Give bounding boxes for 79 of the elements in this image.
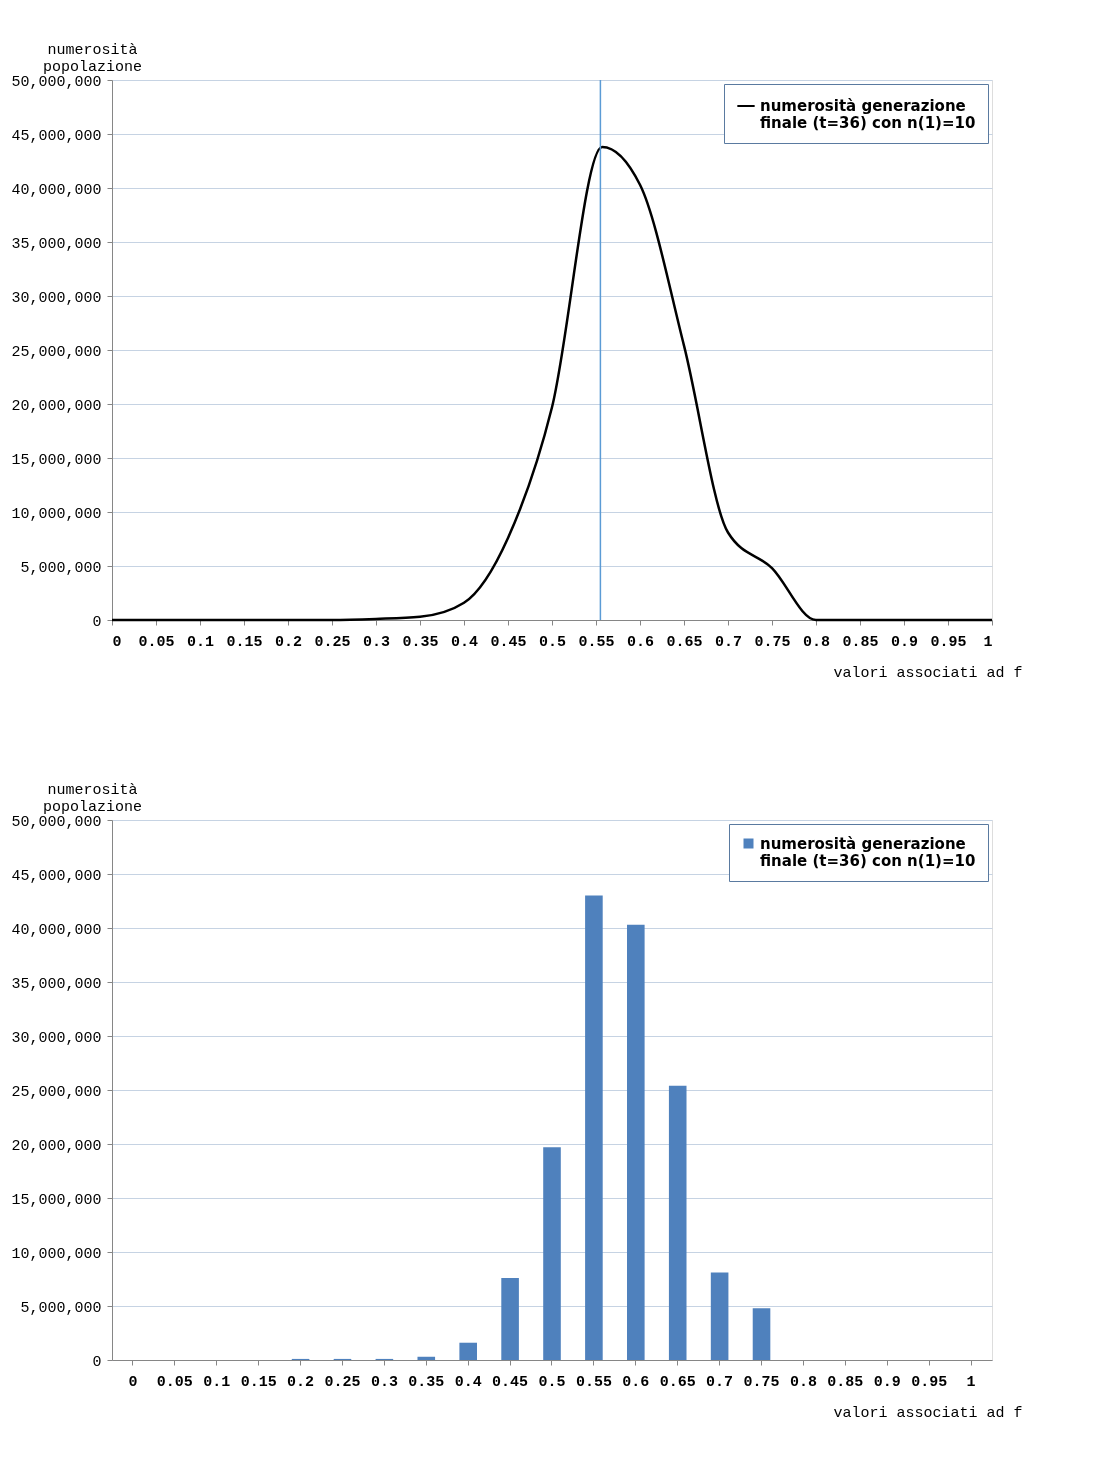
y-tick-label: 15,000,000 [11,1191,102,1209]
x-tick-label: 0.2 [274,633,303,651]
x-tick-label: 0.5 [538,633,567,651]
x-tick-label: 0.95 [930,633,967,651]
x-tick-label: 0.75 [754,633,791,651]
x-tick-label: 0.85 [827,1373,864,1391]
y-tick-label: 25,000,000 [11,343,102,361]
x-tick-label: 0.15 [240,1373,277,1391]
x-tick-label: 0.25 [314,633,351,651]
y-tick-label: 50,000,000 [11,813,102,831]
y-tick-label: 50,000,000 [11,73,102,91]
x-tick-label: 0.1 [203,1373,231,1391]
x-tick-label: 0.75 [743,1373,780,1391]
y-tick-label: 45,000,000 [11,127,102,145]
bar [585,895,603,1360]
x-tick-label: 0.5 [538,1373,566,1391]
y-tick-label: 20,000,000 [11,1137,102,1155]
y-tick-label: 15,000,000 [11,451,102,469]
y-tick-label: 30,000,000 [11,289,102,307]
x-tick-label: 0.25 [324,1373,361,1391]
x-tick-label: 0.8 [802,633,831,651]
bar [417,1356,436,1360]
x-tick-label: 0.85 [842,633,879,651]
x-tick-label: 0.9 [890,633,919,651]
x-tick-label: 0.95 [911,1373,948,1391]
x-tick-label: 0.7 [706,1373,734,1391]
y-tick-label: 45,000,000 [11,867,102,885]
x-tick-label: 0 [128,1373,138,1391]
y-tick-label: 5,000,000 [20,1299,102,1317]
x-tick-label: 0.6 [626,633,655,651]
y-tick-label: 25,000,000 [11,1083,102,1101]
bar [501,1277,519,1360]
y-tick-label: 30,000,000 [11,1029,102,1047]
legend-label: numerosità generazione finale (t=36) con n(1)=10 [760,97,976,132]
x-tick-label: 0.35 [408,1373,445,1391]
x-tick-label: 0.1 [186,633,215,651]
bar [459,1342,477,1360]
x-tick-label: 1 [983,633,993,651]
y-tick-label: 10,000,000 [11,1245,102,1263]
x-tick-label: 0.05 [156,1373,193,1391]
x-tick-label: 0.4 [450,633,479,651]
x-tick-label: 0.6 [622,1373,650,1391]
x-tick-label: 0.45 [490,633,527,651]
bar [627,924,645,1360]
y-tick-label: 5,000,000 [20,559,102,577]
bar [710,1272,729,1360]
legend-label: numerosità generazione finale (t=36) con n(1)=10 [760,834,976,870]
x-tick-label: 0.7 [714,633,743,651]
x-axis-title: valori associati ad f [833,664,1023,682]
x-tick-label: 0.15 [226,633,263,651]
x-tick-label: 0.55 [578,633,615,651]
y-tick-label: 0 [92,1353,102,1371]
x-tick-label: 0.8 [789,1373,817,1391]
x-tick-label: 0.45 [492,1373,529,1391]
x-tick-label: 0.3 [362,633,391,651]
x-tick-label: 0.4 [454,1373,482,1391]
y-tick-label: 20,000,000 [11,397,102,415]
x-tick-label: 0.9 [873,1373,901,1391]
x-tick-label: 0.65 [666,633,703,651]
y-tick-label: 10,000,000 [11,505,102,523]
x-tick-label: 0.65 [659,1373,696,1391]
bar [752,1308,771,1360]
x-tick-label: 0.05 [138,633,175,651]
x-tick-label: 0.55 [575,1373,612,1391]
bar [543,1147,561,1360]
x-tick-label: 1 [966,1373,976,1391]
y-tick-label: 35,000,000 [11,235,102,253]
x-axis-title: valori associati ad f [833,1404,1023,1422]
x-tick-label: 0.3 [370,1373,398,1391]
y-axis-title: numerosità popolazione [42,41,143,76]
y-tick-label: 40,000,000 [11,181,102,199]
y-tick-label: 0 [92,613,102,631]
y-tick-label: 35,000,000 [11,975,102,993]
y-tick-label: 40,000,000 [11,921,102,939]
y-axis-title: numerosità popolazione [42,781,143,816]
x-tick-label: 0 [112,633,122,651]
x-tick-label: 0.2 [287,1373,315,1391]
bar [668,1085,687,1360]
x-tick-label: 0.35 [402,633,439,651]
